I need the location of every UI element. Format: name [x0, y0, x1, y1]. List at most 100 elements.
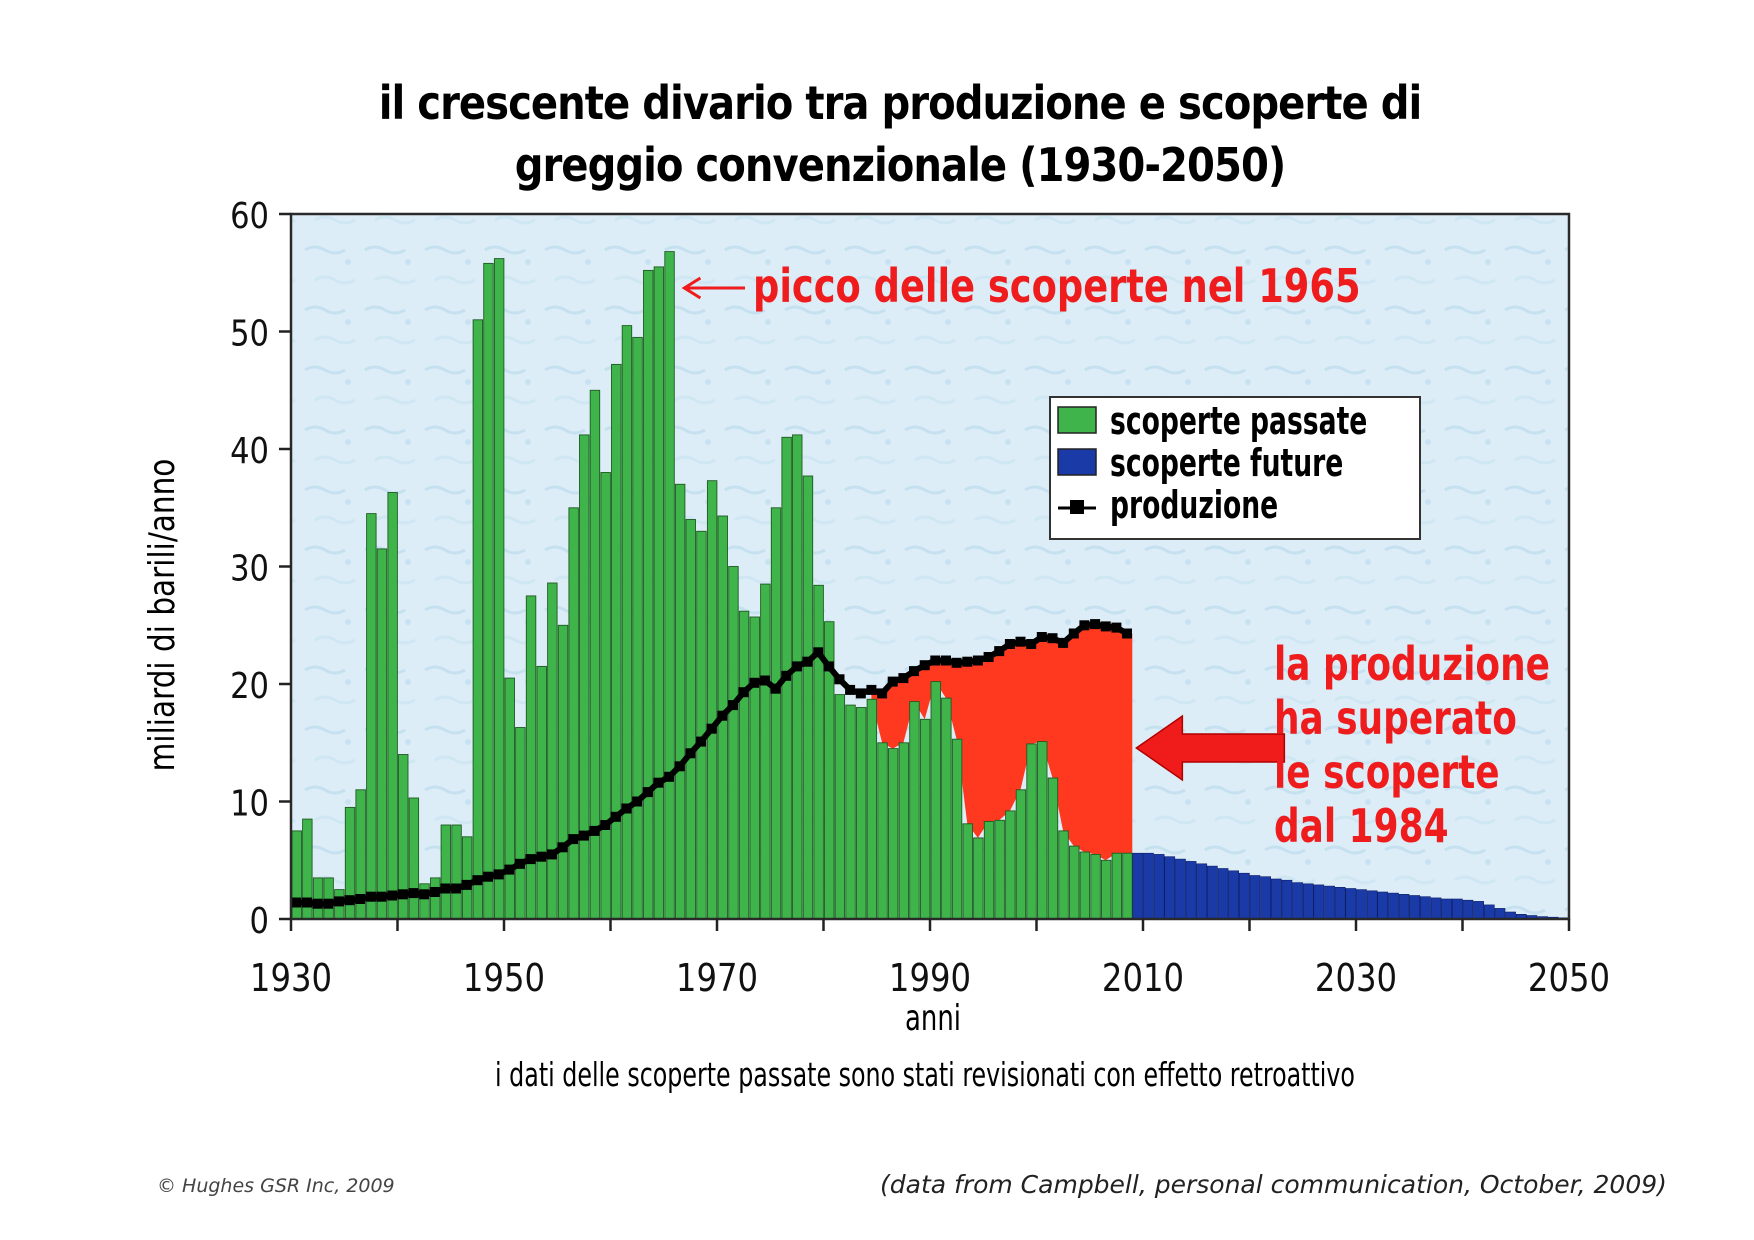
- production-point-1951: [515, 858, 525, 869]
- production-point-1993: [962, 656, 973, 667]
- production-point-1979: [813, 647, 824, 658]
- bar-past-discovery-1951: [515, 727, 526, 920]
- bar-past-discovery-1943: [430, 877, 441, 920]
- bar-past-discovery-1954: [547, 582, 558, 920]
- production-point-1959: [600, 820, 611, 830]
- production-point-1975: [770, 683, 781, 694]
- bar-past-discovery-1979: [813, 584, 824, 920]
- bar-past-discovery-1960: [611, 363, 622, 920]
- production-point-2001: [1047, 633, 1058, 644]
- x-axis-title: anni: [905, 998, 961, 1039]
- bar-future-discovery-2040: [1462, 899, 1474, 920]
- peak-annotation-arrowhead: [681, 276, 702, 300]
- bar-past-discovery-1963: [643, 269, 654, 920]
- production-point-1961: [621, 803, 632, 814]
- bar-past-discovery-2001: [1047, 777, 1059, 920]
- copyright: © Hughes GSR Inc, 2009: [157, 1175, 395, 1197]
- bar-future-discovery-2041: [1473, 901, 1484, 920]
- production-point-1980: [823, 661, 834, 672]
- overtake-annotation-line-1: la produzione: [1274, 638, 1550, 692]
- bar-future-discovery-2025: [1302, 883, 1314, 920]
- y-axis-title: miliardi di barili/anno: [140, 459, 183, 772]
- production-point-1986: [887, 676, 898, 687]
- production-point-1970: [717, 710, 728, 721]
- bar-past-discovery-1987: [898, 742, 910, 920]
- legend-label-1: scoperte passate: [1110, 399, 1367, 443]
- bar-future-discovery-2042: [1483, 904, 1495, 920]
- legend-label-3: produzione: [1110, 483, 1278, 527]
- production-point-1958: [589, 825, 600, 836]
- bar-past-discovery-1982: [845, 704, 856, 920]
- bar-past-discovery-1932: [312, 877, 324, 920]
- production-point-2005: [1090, 619, 1101, 630]
- production-point-1996: [994, 646, 1005, 657]
- x-tick-label-2050: 2050: [1528, 957, 1610, 1001]
- production-point-1960: [610, 811, 621, 822]
- bar-past-discovery-1950: [504, 677, 515, 920]
- production-point-1953: [536, 851, 547, 862]
- production-point-2007: [1111, 622, 1122, 633]
- production-point-1992: [951, 657, 962, 668]
- bar-future-discovery-2018: [1228, 870, 1239, 920]
- legend-swatch-2: [1057, 448, 1097, 476]
- bar-future-discovery-2028: [1334, 886, 1346, 920]
- production-point-1947: [472, 875, 483, 886]
- bar-past-discovery-1968: [696, 530, 707, 920]
- bar-future-discovery-2010: [1143, 852, 1154, 920]
- production-point-1950: [504, 864, 515, 875]
- production-point-1997: [1004, 639, 1015, 649]
- bar-future-discovery-2034: [1398, 893, 1410, 920]
- bar-past-discovery-1994: [973, 837, 984, 920]
- bar-future-discovery-2012: [1164, 856, 1176, 920]
- bar-past-discovery-1989: [919, 718, 931, 920]
- production-point-1999: [1026, 639, 1037, 649]
- bar-future-discovery-2027: [1324, 885, 1335, 920]
- production-point-1995: [983, 652, 994, 662]
- bar-future-discovery-2019: [1239, 872, 1250, 920]
- production-point-1945: [451, 883, 462, 894]
- bar-future-discovery-2024: [1292, 882, 1303, 920]
- bar-past-discovery-1957: [579, 434, 590, 920]
- legend-swatch-1: [1057, 406, 1097, 434]
- production-point-1948: [483, 871, 493, 882]
- production-point-1994: [972, 655, 983, 666]
- production-point-2006: [1100, 621, 1111, 632]
- legend-marker-production: [1070, 500, 1084, 514]
- production-point-1964: [653, 777, 664, 788]
- bar-past-discovery-2008: [1122, 852, 1133, 920]
- x-tick-label-1990: 1990: [889, 957, 971, 1001]
- production-point-1998: [1015, 636, 1026, 647]
- production-point-1982: [845, 684, 856, 695]
- bar-past-discovery-1959: [600, 472, 611, 920]
- bar-past-discovery-1958: [589, 389, 601, 920]
- production-point-1952: [525, 854, 536, 865]
- bar-past-discovery-1995: [983, 821, 995, 920]
- bar-past-discovery-1991: [941, 697, 952, 920]
- bar-future-discovery-2015: [1196, 863, 1208, 920]
- production-point-1976: [781, 670, 792, 681]
- production-point-2008: [1122, 628, 1132, 639]
- bar-past-discovery-1937: [366, 513, 377, 920]
- production-point-1967: [685, 748, 696, 759]
- bar-past-discovery-1974: [760, 583, 771, 920]
- bar-past-discovery-1962: [632, 336, 643, 920]
- y-tick-label-0: 0: [250, 900, 269, 942]
- bar-past-discovery-1945: [451, 824, 462, 920]
- bar-past-discovery-1965: [664, 251, 675, 920]
- production-point-1965: [664, 771, 675, 782]
- bar-future-discovery-2011: [1153, 854, 1165, 920]
- production-point-1987: [898, 673, 909, 684]
- bar-past-discovery-1983: [856, 707, 867, 920]
- production-point-1930: [291, 897, 302, 908]
- bar-future-discovery-2023: [1281, 879, 1293, 920]
- production-point-1972: [738, 687, 749, 698]
- bar-past-discovery-1956: [568, 507, 579, 920]
- bar-past-discovery-1975: [770, 507, 782, 920]
- production-point-1942: [419, 889, 430, 900]
- bar-past-discovery-1961: [621, 325, 633, 920]
- footnote: i dati delle scoperte passate sono stati…: [495, 1055, 1355, 1094]
- bar-past-discovery-1939: [387, 492, 398, 920]
- production-point-1938: [376, 891, 387, 902]
- bar-future-discovery-2016: [1207, 865, 1218, 920]
- production-point-1936: [355, 894, 366, 904]
